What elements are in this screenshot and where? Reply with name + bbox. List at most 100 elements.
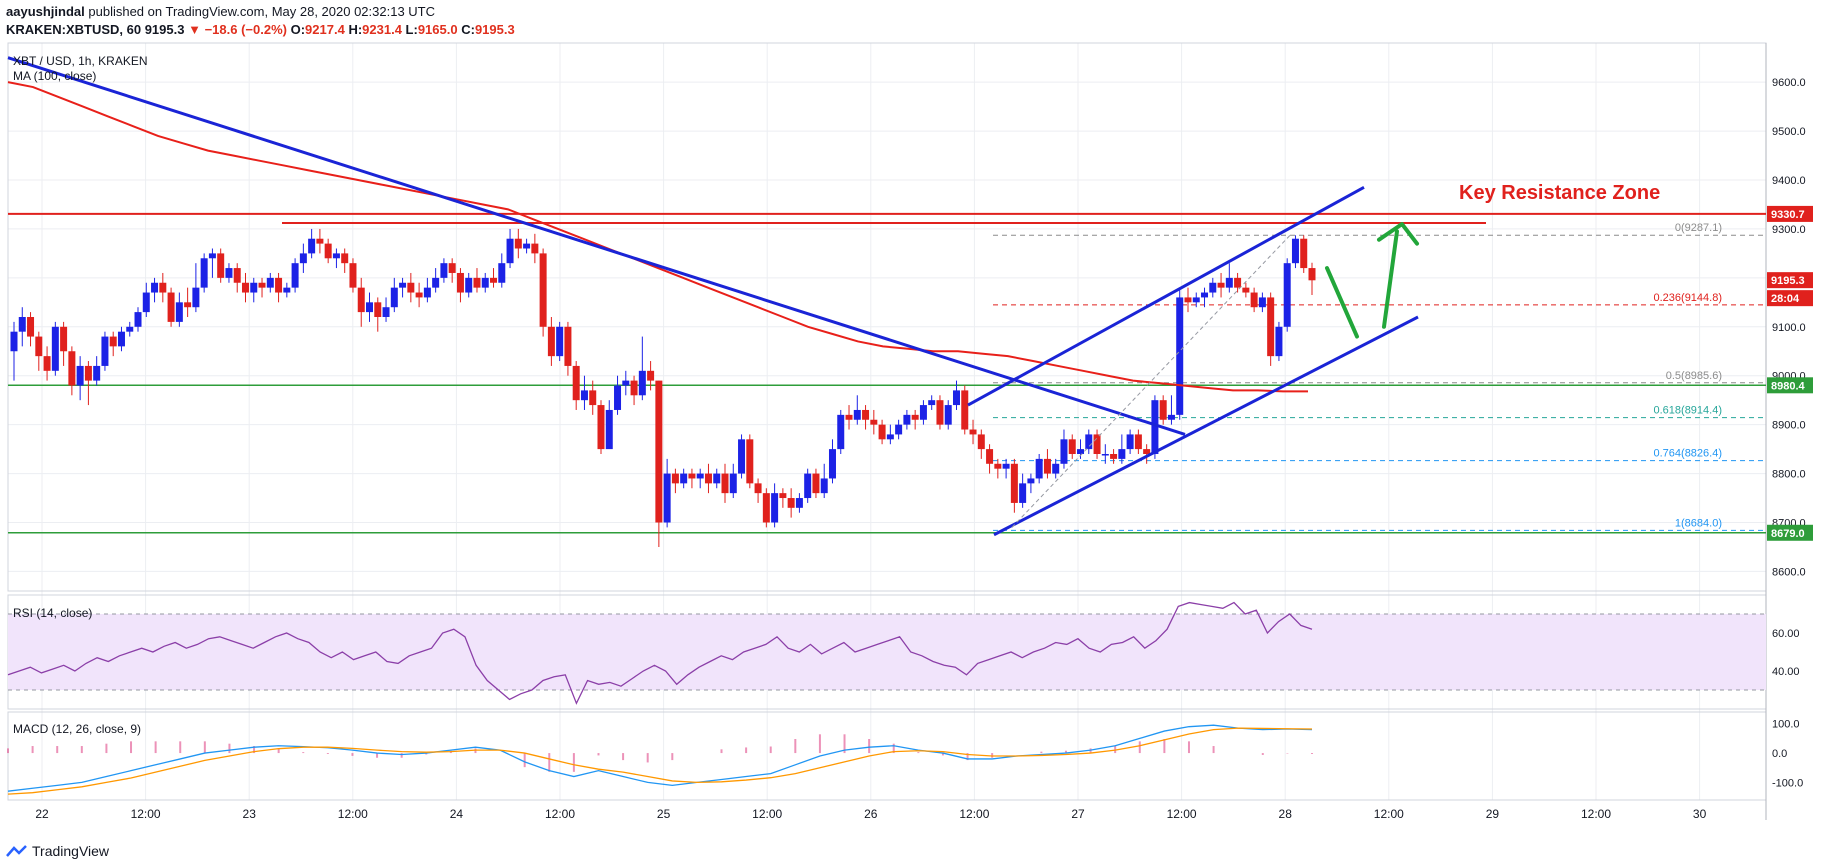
price-pane-border [7,42,1767,592]
candle-body [258,282,266,288]
candle-body [523,243,531,249]
candle-body [919,405,927,420]
candle-body [754,483,762,494]
rsi-tick-label: 60.00 [1772,628,1800,640]
candle-body [225,268,233,278]
candle-body [117,331,125,347]
candle-body [746,439,754,484]
candle-body [1110,454,1118,459]
price-label-bg [1767,377,1813,394]
x-tick-label: 12:00 [338,807,368,821]
x-tick-label: 12:00 [131,807,161,821]
tradingview-logo-icon [6,845,27,857]
candle-body [1184,297,1192,303]
x-tick-label: 24 [450,807,464,821]
candle-body [1143,449,1151,454]
price-change: ▼ −18.6 (−0.2%) [188,22,287,37]
published-info: published on TradingView.com, May 28, 20… [88,4,436,19]
candle-body [655,380,663,523]
candle-body [217,253,225,278]
signal-line [7,727,1313,795]
candle-body [630,380,638,396]
candle-body [622,380,630,386]
candle-body [977,434,985,450]
candle-body [704,473,712,484]
high-value: 9231.4 [362,22,402,37]
x-tick-label: 12:00 [545,807,575,821]
candle-body [415,292,423,298]
brand[interactable]: TradingView [32,843,110,859]
candle-body [614,385,622,410]
channel-lower-line [993,315,1419,537]
candle-body [514,238,522,249]
candle-body [10,331,18,352]
y-tick-label: 8900.0 [1772,420,1806,432]
drawings [1325,222,1419,339]
high-label: H: [348,22,363,37]
candle-body [1043,458,1051,474]
x-tick-label: 23 [243,807,257,821]
last-price: 9195.3 [144,22,185,37]
candle-body [374,302,382,317]
candle-body [862,409,870,420]
x-tick-label: 25 [657,807,671,821]
price-label-bg [1767,290,1813,307]
candle-body [341,253,349,264]
candle-body [1151,400,1159,454]
candle-body [837,414,845,450]
macd-pane [7,724,1313,795]
candle-body [316,238,324,244]
candle-body [531,243,539,254]
candle-body [547,326,555,357]
fib-label: 0.236(9144.8) [1654,292,1723,304]
fib-trend-line [1011,234,1291,528]
close-label: C: [461,22,475,37]
candle-body [671,473,679,484]
x-tick-label: 12:00 [1374,807,1404,821]
candle-body [680,473,688,484]
candle-body [1019,483,1027,503]
candle-body [291,263,299,288]
candle-body [60,326,68,352]
candle-body [432,277,440,288]
legend-rsi: RSI (14, close) [13,606,92,620]
candle-body [721,473,729,494]
candle-body [465,277,473,293]
candle-body [1291,238,1299,264]
candle-body [895,424,903,435]
candle-body [192,287,200,308]
open-label: O: [290,22,306,37]
y-tick-label: 9100.0 [1772,322,1806,334]
candle-body [986,449,994,464]
candle-body [886,434,894,440]
candle-body [713,473,721,484]
candle-body [1217,282,1225,288]
x-tick-label: 22 [35,807,49,821]
chart[interactable]: 0(9287.1) 0.236(9144.8) 0.5(8985.6) 0.618(8… [0,0,1828,840]
candle-body [84,365,92,381]
candle-body [349,263,357,288]
candle-body [1275,326,1283,357]
candle-body [1010,463,1018,503]
candle-body [1250,292,1258,308]
candle-body [1101,454,1109,456]
rsi-pane [7,601,1766,705]
macd-tick-label: 100.0 [1772,719,1800,731]
candle-body [952,390,960,406]
y-tick-label: 9500.0 [1772,126,1806,138]
price-label: 9330.7 [1771,209,1805,221]
x-tick-label: 12:00 [752,807,782,821]
candle-body [845,414,853,420]
macd-line [7,724,1313,792]
candle-body [647,370,655,381]
candle-body [1201,292,1209,298]
candle-body [853,409,861,420]
candle-body [357,287,365,313]
candle-body [101,336,109,366]
candle-body [43,356,51,371]
x-tick-label: 29 [1486,807,1500,821]
candle-body [440,263,448,278]
y-tick-label: 9300.0 [1772,224,1806,236]
legend-ma: MA (100, close) [13,69,96,83]
fib-label: 0.618(8914.4) [1654,405,1723,417]
